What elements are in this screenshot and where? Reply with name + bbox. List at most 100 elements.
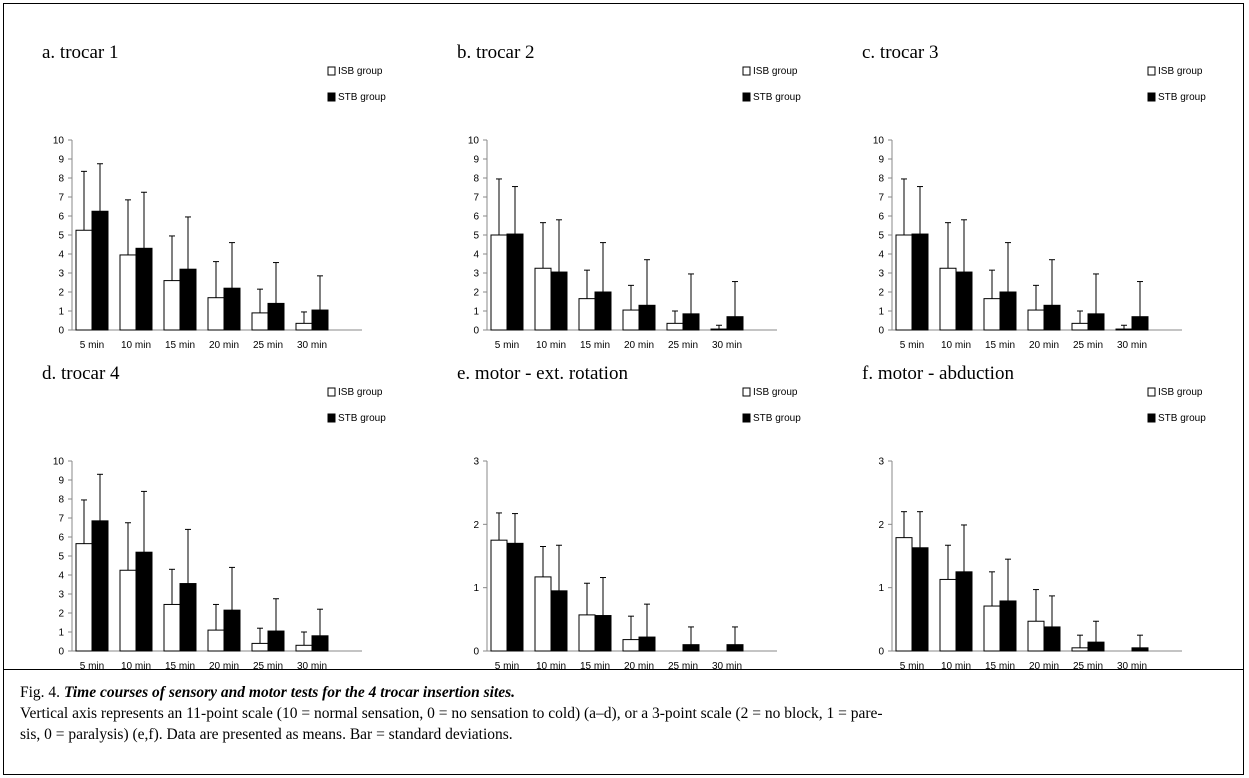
- x-tick-label: 5 min: [495, 340, 519, 351]
- stb-bar: [638, 636, 656, 652]
- figure-label: Fig. 4.: [20, 684, 61, 701]
- legend-label: STB group: [338, 92, 386, 103]
- figure-title: Time courses of sensory and motor tests …: [63, 684, 512, 701]
- chart-svg: 0 1 2 3 5 min 10 min 15 min 20 min 25 min 30 min I…: [473, 387, 801, 672]
- x-tick-label: 10 min: [121, 661, 151, 672]
- stb-bar: [955, 571, 973, 652]
- y-tick-label: 5: [58, 552, 64, 563]
- y-tick-label: 8: [878, 174, 884, 185]
- chart-panel: a. trocar 1 0 1 2 3 4 5 6 7 8 9 10 5 min 10 min 15 min…: [22, 22, 432, 351]
- stb-bar: [999, 291, 1017, 331]
- legend-swatch-stb: [327, 413, 336, 423]
- chart-title: b. trocar 2: [457, 42, 535, 63]
- x-tick-label: 20 min: [1029, 340, 1059, 351]
- chart-title: f. motor - abduction: [862, 363, 1014, 384]
- legend-label: ISB group: [338, 66, 383, 77]
- isb-bar: [1071, 647, 1089, 652]
- stb-bar: [311, 635, 329, 652]
- x-tick-label: 20 min: [624, 340, 654, 351]
- x-tick-label: 15 min: [985, 340, 1015, 351]
- chart-title: c. trocar 3: [862, 42, 939, 63]
- y-tick-label: 10: [53, 457, 65, 468]
- legend-swatch-stb: [1147, 413, 1156, 423]
- y-tick-label: 0: [878, 647, 884, 658]
- legend-swatch-stb: [327, 92, 336, 102]
- isb-bar: [1115, 328, 1133, 331]
- isb-bar: [983, 605, 1001, 652]
- stb-bar: [506, 233, 524, 331]
- x-tick-label: 5 min: [900, 340, 924, 351]
- legend-swatch-isb: [327, 387, 336, 397]
- chart-svg: 0 1 2 3 4 5 6 7 8 9 10 5 min 10 min 15 min 20 min 25 mi…: [53, 387, 386, 672]
- isb-bar: [251, 642, 269, 652]
- x-tick-label: 25 min: [1073, 661, 1103, 672]
- y-tick-label: 2: [878, 520, 884, 531]
- isb-bar: [666, 322, 684, 331]
- y-tick-label: 3: [58, 590, 64, 601]
- x-tick-label: 30 min: [297, 340, 327, 351]
- y-tick-label: 3: [473, 269, 479, 280]
- isb-bar: [710, 328, 728, 331]
- chart-svg: 0 1 2 3 4 5 6 7 8 9 10 5 min 10 min 15 min 20 min 25 mi…: [53, 66, 386, 351]
- y-tick-label: 3: [878, 457, 884, 468]
- y-tick-label: 4: [878, 250, 884, 261]
- isb-bar: [207, 629, 225, 652]
- legend-label: ISB group: [753, 387, 798, 398]
- isb-bar: [490, 234, 508, 331]
- x-tick-label: 5 min: [80, 340, 104, 351]
- y-tick-label: 0: [878, 326, 884, 337]
- y-tick-label: 4: [473, 250, 479, 261]
- stb-bar: [955, 271, 973, 331]
- stb-bar: [267, 302, 285, 331]
- legend-swatch-stb: [742, 92, 751, 102]
- y-tick-label: 10: [53, 136, 65, 147]
- y-tick-label: 3: [878, 269, 884, 280]
- chart-panel: f. motor - abduction 0 1 2 3 5 min 10 min 15 mi…: [842, 343, 1249, 672]
- legend-swatch-isb: [327, 66, 336, 76]
- x-tick-label: 30 min: [297, 661, 327, 672]
- isb-bar: [939, 267, 957, 331]
- y-tick-label: 7: [58, 193, 64, 204]
- stb-bar: [682, 644, 700, 652]
- chart-svg: 0 1 2 3 4 5 6 7 8 9 10 5 min 10 min 15 min 20 min 25 mi…: [873, 66, 1206, 351]
- x-tick-label: 15 min: [165, 340, 195, 351]
- x-tick-label: 30 min: [712, 661, 742, 672]
- stb-bar: [179, 268, 197, 331]
- stb-bar: [1043, 304, 1061, 331]
- y-tick-label: 2: [58, 609, 64, 620]
- chart-panel: b. trocar 2 0 1 2 3 4 5 6 7 8 9 10 5 min 10 min 15 min…: [437, 22, 847, 351]
- y-tick-label: 1: [473, 583, 479, 594]
- y-tick-label: 6: [473, 212, 479, 223]
- y-tick-label: 10: [468, 136, 480, 147]
- y-tick-label: 2: [878, 288, 884, 299]
- stb-bar: [223, 287, 241, 331]
- y-tick-label: 4: [58, 571, 64, 582]
- stb-bar: [911, 547, 929, 652]
- y-tick-label: 1: [473, 307, 479, 318]
- y-tick-label: 8: [58, 495, 64, 506]
- isb-bar: [895, 537, 913, 652]
- y-tick-label: 6: [878, 212, 884, 223]
- caption-box: Fig. 4. Time courses of sensory and moto…: [3, 670, 1244, 775]
- y-tick-label: 2: [473, 288, 479, 299]
- y-tick-label: 9: [58, 476, 64, 487]
- caption-text-line-2: sis, 0 = paralysis) (e,f). Data are pres…: [20, 726, 513, 743]
- y-tick-label: 0: [473, 326, 479, 337]
- stb-bar: [682, 313, 700, 331]
- y-tick-label: 7: [878, 193, 884, 204]
- x-tick-label: 5 min: [495, 661, 519, 672]
- isb-bar: [75, 543, 93, 652]
- stb-bar: [267, 630, 285, 652]
- chart-svg: 0 1 2 3 5 min 10 min 15 min 20 min 25 min 30 min I…: [878, 387, 1206, 672]
- isb-bar: [534, 576, 552, 652]
- legend-label: ISB group: [1158, 66, 1203, 77]
- isb-bar: [1027, 620, 1045, 652]
- x-tick-label: 25 min: [1073, 340, 1103, 351]
- isb-bar: [251, 312, 269, 331]
- stb-bar: [91, 520, 109, 652]
- stb-bar: [1131, 647, 1149, 652]
- stb-bar: [550, 590, 568, 652]
- legend-label: STB group: [1158, 413, 1206, 424]
- y-tick-label: 2: [473, 520, 479, 531]
- isb-bar: [75, 229, 93, 331]
